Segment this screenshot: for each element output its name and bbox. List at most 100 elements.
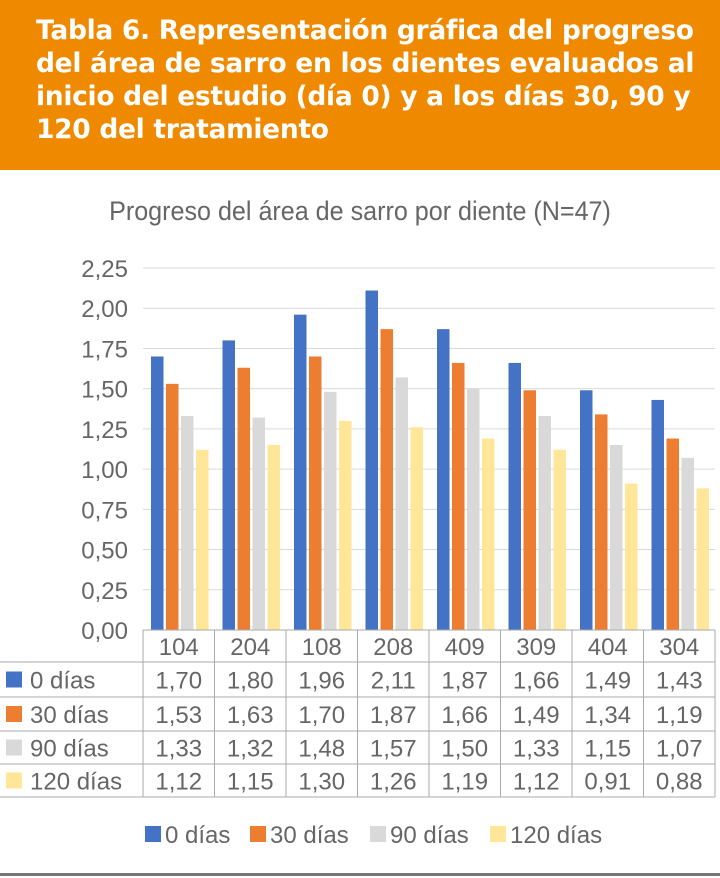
data-label: 1,12	[513, 769, 560, 796]
data-label: 1,33	[513, 736, 560, 763]
y-tick-label: 1,00	[81, 457, 128, 484]
bar-90-días	[467, 388, 480, 630]
data-label: 1,19	[441, 769, 488, 796]
data-label: 1,70	[298, 702, 345, 729]
bar-120-días	[339, 420, 352, 630]
data-label: 1,32	[227, 736, 274, 763]
data-label: 1,87	[441, 668, 488, 695]
data-label: 1,70	[155, 668, 202, 695]
data-label: 0,88	[656, 769, 703, 796]
bar-0-días	[294, 314, 307, 630]
data-label: 1,33	[155, 736, 202, 763]
bar-0-días	[151, 356, 164, 630]
bar-30-días	[595, 414, 608, 630]
data-label: 1,30	[298, 769, 345, 796]
data-label: 1,43	[656, 668, 703, 695]
bar-30-días	[666, 438, 679, 630]
bar-120-días	[267, 444, 280, 630]
data-label: 1,48	[298, 736, 345, 763]
data-label: 1,07	[656, 736, 703, 763]
chart-title: Progreso del área de sarro por diente (N…	[109, 196, 611, 226]
data-label: 1,96	[298, 668, 345, 695]
bar-0-días	[222, 340, 235, 630]
data-label: 1,15	[584, 736, 631, 763]
data-label: 1,80	[227, 668, 274, 695]
bar-30-días	[523, 390, 536, 630]
x-category-label: 108	[302, 634, 342, 661]
data-label: 1,49	[584, 668, 631, 695]
y-tick-label: 2,00	[81, 296, 128, 323]
data-label: 1,57	[370, 736, 417, 763]
bar-0-días	[365, 290, 378, 630]
y-tick-label: 0,75	[81, 497, 128, 524]
legend-swatch	[145, 826, 161, 842]
bar-120-días	[553, 449, 566, 630]
bar-30-días	[237, 367, 250, 630]
bar-90-días	[252, 417, 265, 630]
data-label: 1,87	[370, 702, 417, 729]
bar-120-días	[625, 483, 638, 630]
series-label: 0 días	[30, 668, 95, 695]
bar-30-días	[309, 356, 322, 630]
y-tick-label: 0,25	[81, 578, 128, 605]
legend-swatch	[6, 739, 22, 756]
bar-0-días	[580, 390, 593, 630]
bar-90-días	[324, 391, 337, 630]
x-category-label: 409	[445, 634, 485, 661]
data-label: 1,12	[155, 769, 202, 796]
data-label: 2,11	[371, 668, 416, 695]
data-label: 1,66	[513, 668, 560, 695]
bar-30-días	[452, 362, 465, 630]
series-label: 120 días	[30, 769, 122, 796]
x-category-label: 304	[659, 634, 699, 661]
x-category-label: 404	[588, 634, 628, 661]
x-category-label: 104	[159, 634, 199, 661]
data-label: 1,15	[227, 769, 274, 796]
data-label: 1,49	[513, 702, 560, 729]
y-tick-label: 0,00	[81, 618, 128, 645]
divider	[0, 873, 720, 876]
series-label: 90 días	[30, 736, 109, 763]
x-category-label: 204	[230, 634, 270, 661]
data-label: 1,63	[227, 702, 274, 729]
bar-120-días	[410, 427, 423, 630]
bar-120-días	[696, 488, 709, 630]
bar-0-días	[508, 362, 521, 630]
bar-90-días	[610, 444, 623, 630]
data-label: 1,53	[155, 702, 202, 729]
data-label: 1,50	[441, 736, 488, 763]
bar-0-días	[437, 329, 450, 630]
legend-label: 30 días	[270, 822, 349, 849]
y-tick-label: 0,50	[81, 538, 128, 565]
legend-swatch	[6, 772, 22, 789]
legend-label: 0 días	[165, 822, 230, 849]
legend-swatch	[6, 671, 22, 688]
bar-90-días	[538, 416, 551, 630]
bar-30-días	[166, 383, 179, 630]
data-label: 1,34	[584, 702, 631, 729]
bar-120-días	[196, 449, 209, 630]
legend-swatch	[6, 706, 22, 722]
bar-120-días	[482, 438, 495, 630]
bar-0-días	[651, 399, 664, 630]
y-tick-label: 1,25	[81, 417, 128, 444]
legend-label: 90 días	[390, 822, 469, 849]
y-tick-label: 2,25	[81, 256, 128, 283]
data-label: 0,91	[584, 769, 631, 796]
legend-swatch	[490, 826, 506, 842]
legend-label: 120 días	[510, 822, 602, 849]
data-label: 1,66	[441, 702, 488, 729]
series-label: 30 días	[30, 702, 109, 729]
data-label: 1,19	[656, 702, 703, 729]
bar-30-días	[380, 329, 393, 630]
bar-90-días	[181, 416, 194, 630]
x-category-label: 208	[373, 634, 413, 661]
legend-swatch	[370, 826, 386, 842]
data-label: 1,26	[370, 769, 417, 796]
y-tick-label: 1,50	[81, 377, 128, 404]
x-category-label: 309	[516, 634, 556, 661]
legend-swatch	[250, 826, 266, 842]
bar-90-días	[395, 377, 408, 630]
table-caption: Tabla 6. Representación gráfica del prog…	[0, 0, 720, 170]
